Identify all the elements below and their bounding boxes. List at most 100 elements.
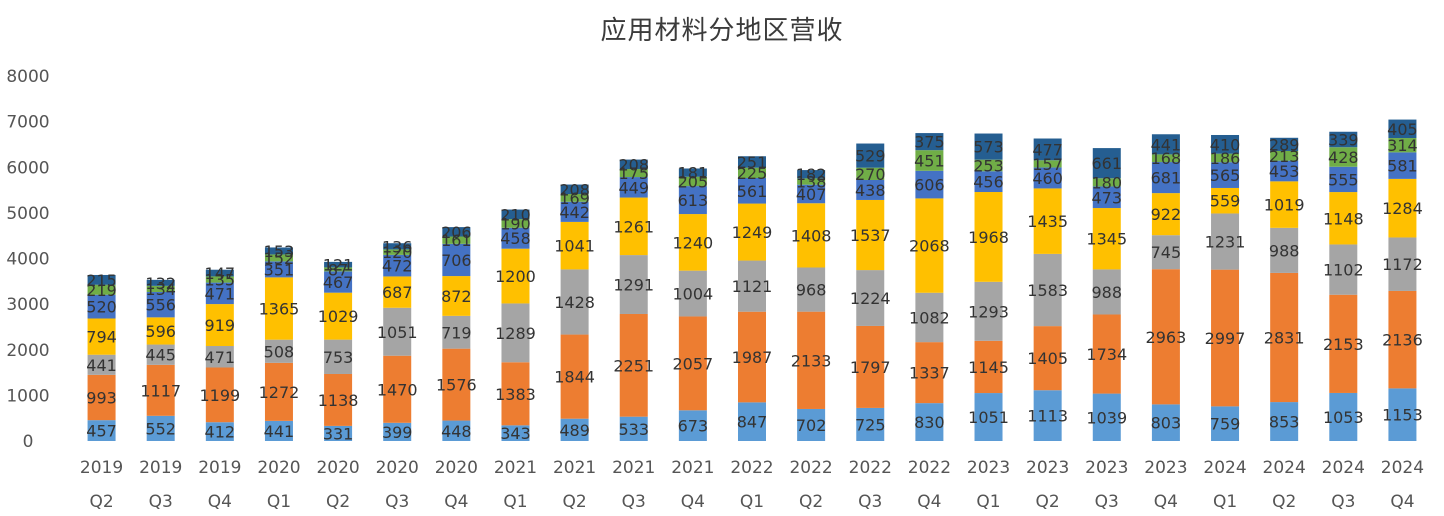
bar-segment [1270, 160, 1299, 182]
x-tick-year: 2021 [612, 458, 655, 478]
data-label: 471 [205, 348, 236, 367]
x-tick-quarter: Q1 [740, 492, 764, 512]
x-tick-year: 2023 [1026, 458, 1069, 478]
data-label: 847 [737, 413, 768, 432]
data-label: 993 [86, 389, 117, 408]
bar-segment [1033, 188, 1062, 254]
bar-segment [324, 267, 353, 272]
y-tick-label: 4000 [6, 250, 49, 270]
bar-segment [915, 198, 944, 293]
x-tick-quarter: Q4 [1154, 492, 1178, 512]
bar-segment [1388, 138, 1417, 153]
y-tick-label: 3000 [6, 295, 49, 315]
data-label: 2136 [1382, 331, 1423, 350]
x-tick-quarter: Q3 [149, 492, 173, 512]
data-label: 706 [441, 251, 472, 270]
data-label: 1117 [140, 381, 181, 400]
bar-segment [1151, 404, 1180, 441]
data-label: 2133 [791, 351, 832, 370]
data-label: 673 [678, 417, 709, 436]
bar-segment [915, 170, 944, 199]
bar-segment [1329, 244, 1358, 295]
bar-segment [501, 219, 530, 228]
data-label: 2963 [1146, 328, 1187, 347]
data-label: 448 [441, 422, 472, 441]
data-label: 1240 [673, 233, 714, 252]
data-label: 725 [855, 415, 886, 434]
data-label: 1408 [791, 226, 832, 245]
bar-segment [619, 313, 648, 417]
data-label: 1019 [1264, 196, 1305, 215]
data-label: 687 [382, 283, 413, 302]
x-tick-quarter: Q1 [267, 492, 291, 512]
bar-segment [1211, 269, 1240, 407]
data-label: 1261 [613, 217, 654, 236]
data-label: 205 [678, 172, 709, 191]
data-label: 1199 [199, 386, 240, 405]
bar-segment [501, 248, 530, 304]
x-tick-quarter: Q1 [976, 492, 1000, 512]
bar-segment [1329, 131, 1358, 148]
bar-segment [1092, 208, 1121, 270]
y-tick-label: 1000 [6, 386, 49, 406]
x-tick-year: 2019 [198, 458, 241, 478]
data-label: 1051 [968, 408, 1009, 427]
data-label: 1145 [968, 358, 1009, 377]
bar-segment [501, 209, 530, 220]
bar-segment [383, 249, 412, 255]
data-label: 457 [86, 422, 117, 441]
data-label: 1537 [850, 226, 891, 245]
bar-segment [1388, 290, 1417, 389]
bar-segment [678, 168, 707, 177]
data-label: 451 [914, 151, 945, 170]
bar-segment [974, 393, 1003, 441]
bar-segment [383, 355, 412, 423]
data-label: 251 [737, 153, 768, 172]
data-label: 681 [1151, 169, 1182, 188]
data-label: 794 [86, 328, 117, 347]
data-label: 745 [1151, 243, 1182, 262]
data-label: 161 [441, 231, 472, 250]
data-label: 441 [264, 422, 295, 441]
data-label: 1153 [1382, 406, 1423, 425]
x-tick-year: 2024 [1322, 458, 1365, 478]
bar-segment [856, 325, 885, 408]
bar-segment [87, 318, 116, 355]
x-tick-year: 2020 [257, 458, 300, 478]
bar-segment [678, 186, 707, 215]
bar-segment [146, 364, 175, 416]
x-tick-quarter: Q2 [1272, 492, 1296, 512]
data-label: 456 [973, 173, 1004, 192]
bar-segment [1270, 150, 1299, 161]
data-label: 533 [618, 420, 649, 439]
bar-segment [560, 184, 589, 195]
data-label: 1405 [1027, 349, 1068, 368]
data-label: 1138 [318, 391, 359, 410]
data-label: 215 [86, 271, 117, 290]
x-tick-quarter: Q3 [1095, 492, 1119, 512]
bar-segment [974, 192, 1003, 282]
bar-segment [738, 156, 766, 168]
x-tick-year: 2023 [1144, 458, 1187, 478]
data-label: 988 [1092, 283, 1123, 302]
x-tick-year: 2024 [1381, 458, 1424, 478]
y-tick-label: 5000 [6, 204, 49, 224]
bar-segment [1151, 134, 1180, 155]
bar-segment [1388, 152, 1417, 179]
bar-segment [1329, 166, 1358, 193]
bar-segment [501, 362, 530, 426]
x-tick-quarter: Q4 [444, 492, 468, 512]
bar-segment [324, 261, 353, 268]
data-label: 190 [500, 214, 531, 233]
bar-segment [442, 236, 471, 244]
bar-segment [442, 348, 471, 421]
x-tick-quarter: Q3 [622, 492, 646, 512]
bar-segment [1329, 192, 1358, 245]
data-label: 253 [973, 156, 1004, 175]
bar-segment [738, 167, 766, 178]
bar-segment [560, 334, 589, 419]
data-label: 759 [1210, 415, 1241, 434]
data-label: 225 [737, 164, 768, 183]
bar-segment [856, 143, 885, 168]
